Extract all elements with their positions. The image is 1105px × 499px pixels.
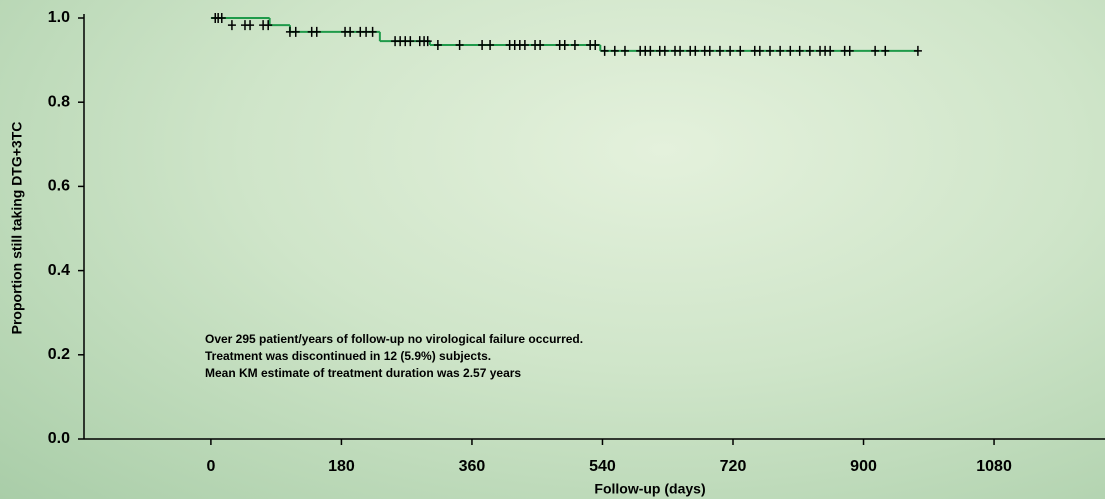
y-tick-label: 0.2 bbox=[48, 346, 70, 363]
censor-mark bbox=[726, 46, 734, 56]
censor-mark bbox=[571, 40, 579, 50]
censor-mark bbox=[246, 20, 254, 30]
censor-mark bbox=[521, 40, 529, 50]
annotation: Mean KM estimate of treatment duration w… bbox=[205, 366, 521, 380]
x-tick-label: 1080 bbox=[976, 458, 1012, 475]
x-tick-label: 900 bbox=[850, 458, 877, 475]
x-tick-label: 540 bbox=[589, 458, 616, 475]
censor-mark bbox=[486, 40, 494, 50]
censor-mark bbox=[434, 40, 442, 50]
censor-mark bbox=[478, 40, 486, 50]
y-tick-label: 0.4 bbox=[48, 262, 70, 279]
censor-mark bbox=[621, 46, 629, 56]
censor-mark bbox=[406, 36, 414, 46]
censor-mark bbox=[264, 20, 272, 30]
censor-mark bbox=[871, 46, 879, 56]
annotation: Treatment was discontinued in 12 (5.9%) … bbox=[205, 349, 491, 363]
censor-mark bbox=[806, 46, 814, 56]
x-tick-label: 180 bbox=[328, 458, 355, 475]
censor-mark bbox=[766, 46, 774, 56]
page: Follow-up (days) Proportion still taking… bbox=[0, 0, 1105, 499]
censor-mark bbox=[228, 20, 236, 30]
censor-mark bbox=[756, 46, 764, 56]
censor-mark bbox=[292, 27, 300, 37]
censor-mark bbox=[786, 46, 794, 56]
censor-mark bbox=[536, 40, 544, 50]
y-tick-label: 0.6 bbox=[48, 178, 70, 195]
y-tick-label: 0.8 bbox=[48, 93, 70, 110]
censor-mark bbox=[706, 46, 714, 56]
x-tick-label: 720 bbox=[720, 458, 747, 475]
x-tick-label: 360 bbox=[459, 458, 486, 475]
y-tick-label: 0.0 bbox=[48, 430, 70, 447]
censor-mark bbox=[218, 13, 226, 23]
censor-mark bbox=[796, 46, 804, 56]
censor-mark bbox=[346, 27, 354, 37]
censor-mark bbox=[456, 40, 464, 50]
censor-mark bbox=[676, 46, 684, 56]
annotation: Over 295 patient/years of follow-up no v… bbox=[205, 332, 583, 346]
censor-mark bbox=[846, 46, 854, 56]
censor-mark bbox=[591, 40, 599, 50]
chart: Follow-up (days) Proportion still taking… bbox=[0, 0, 1105, 499]
censor-mark bbox=[716, 46, 724, 56]
x-axis-label: Follow-up (days) bbox=[594, 481, 705, 497]
censor-mark bbox=[776, 46, 784, 56]
censor-mark bbox=[369, 27, 377, 37]
censor-mark bbox=[826, 46, 834, 56]
y-tick-label: 1.0 bbox=[48, 9, 70, 26]
censor-mark bbox=[313, 27, 321, 37]
censor-mark bbox=[646, 46, 654, 56]
censor-mark bbox=[601, 46, 609, 56]
censor-mark bbox=[691, 46, 699, 56]
censor-mark bbox=[914, 46, 922, 56]
x-tick-label: 0 bbox=[206, 458, 215, 475]
censor-mark bbox=[736, 46, 744, 56]
censor-mark bbox=[611, 46, 619, 56]
y-axis-label: Proportion still taking DTG+3TC bbox=[9, 122, 25, 335]
censor-mark bbox=[661, 46, 669, 56]
censor-mark bbox=[561, 40, 569, 50]
censor-mark bbox=[881, 46, 889, 56]
